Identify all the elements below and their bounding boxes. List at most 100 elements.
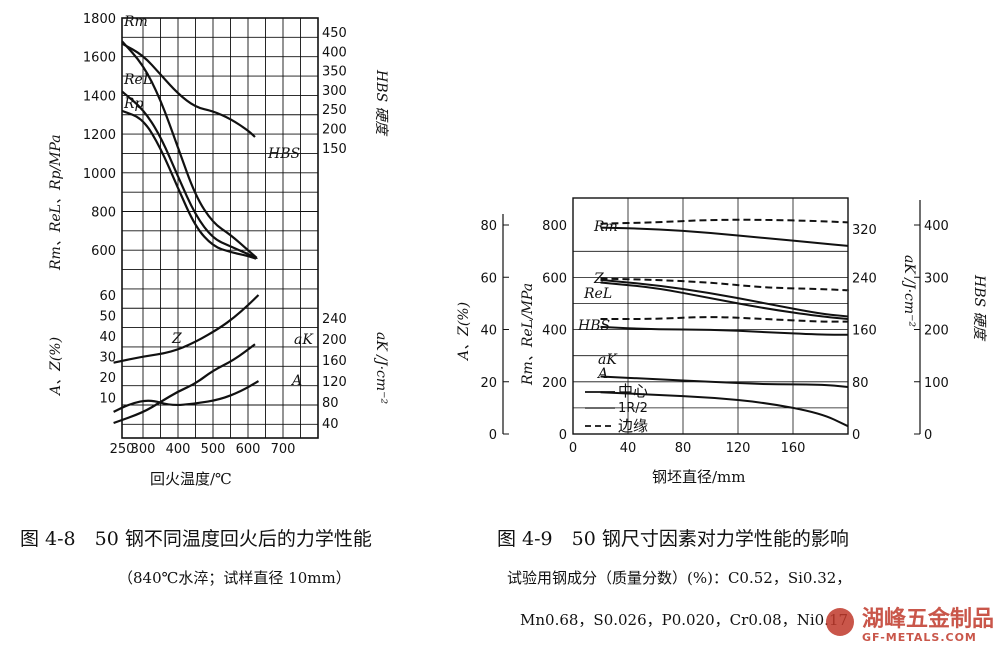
fig8-tick-x: 400: [166, 442, 191, 457]
fig8-tick-ak: 80: [322, 396, 339, 411]
fig8-label-a: A: [290, 373, 302, 389]
fig8-tick-pct: 60: [99, 289, 116, 304]
fig8-tick-mpa: 1600: [83, 51, 116, 66]
fig8-tick-hbs: 400: [322, 45, 347, 60]
fig8-tick-pct: 30: [99, 351, 116, 366]
fig8-frame: [121, 17, 319, 439]
fig9-label-z: Z: [593, 271, 604, 287]
fig9-tick-hbs: 400: [924, 219, 949, 234]
fig8-tick-ak: 200: [322, 333, 347, 348]
legend-edge: 边缘: [618, 417, 648, 435]
fig9-series-a-center: [600, 391, 849, 428]
fig8-tick-mpa: 600: [91, 244, 116, 259]
fig9-label-rm: Rm: [593, 219, 618, 235]
fig9-tick-mpa: 800: [542, 219, 567, 234]
fig9-tick-pct: 0: [489, 428, 497, 443]
fig8-tick-mpa: 1200: [83, 128, 116, 143]
fig9-axis-label-hbs: HBS 硬度: [971, 274, 987, 342]
fig8-label-z: Z: [171, 331, 182, 347]
fig9-tick-mpa: 0: [559, 428, 567, 443]
fig8-left-lower-ticks: 60 50 40 30 20 10: [99, 289, 116, 407]
fig8-tick-pct: 10: [99, 392, 116, 407]
fig9-series-rel-edge: [600, 277, 849, 292]
fig8-tick-ak: 240: [322, 312, 347, 327]
fig8-series-ak: [113, 343, 256, 425]
fig8-tick-mpa: 800: [91, 206, 116, 221]
fig8-right-upper-axis-label: HBS 硬度: [373, 69, 389, 137]
fig8-x-axis-label: 回火温度/℃: [150, 470, 232, 488]
fig8-series-rm: [121, 40, 258, 259]
fig9-tick-ak: 160: [852, 324, 877, 339]
fig9-tick-ak: 240: [852, 271, 877, 286]
fig8-right-upper-ticks: 450 400 350 300 250 200 150: [322, 26, 347, 157]
fig8-left-upper-axis-label: Rm、ReL、Rp/MPa: [48, 134, 64, 271]
fig9-tick-ak: 320: [852, 223, 877, 238]
fig8-grid: [121, 17, 319, 439]
fig8-left-lower-axis-label: A、Z(%): [48, 337, 64, 397]
fig8-tick-ak: 120: [322, 375, 347, 390]
fig9-caption-title: 图 4-9 50 钢尺寸因素对力学性能的影响: [497, 528, 849, 550]
legend-half: 1R/2: [618, 401, 648, 416]
watermark-url: GF-METALS.COM: [862, 631, 977, 644]
fig8-tick-x: 250: [110, 442, 135, 457]
fig8-series-rp: [121, 109, 258, 260]
fig9-label-rel: ReL: [583, 286, 612, 302]
fig9-caption-sub1: 试验用钢成分（质量分数）(%)：C0.52，Si0.32，: [507, 569, 851, 587]
fig9-tick-hbs: 200: [924, 324, 949, 339]
fig8-right-lower-axis-label: aK /J·cm⁻²: [373, 332, 389, 405]
fig9-curves: [600, 218, 849, 428]
fig8-tick-x: 700: [271, 442, 296, 457]
fig9-tick-x: 80: [675, 441, 692, 456]
fig8-tick-hbs: 350: [322, 65, 347, 80]
fig8-label-hbs: HBS: [267, 146, 300, 162]
fig9-tick-mpa: 600: [542, 271, 567, 286]
watermark-logo-icon: [826, 608, 854, 636]
chart-fig-4-9: 8060402008006004002000320240160800400300…: [456, 197, 987, 486]
fig9-legend: 中心 1R/2 边缘: [585, 382, 648, 435]
fig8-tick-hbs: 450: [322, 26, 347, 41]
fig8-series-a: [113, 380, 260, 413]
fig9-tick-pct: 60: [480, 271, 497, 286]
fig9-series-hbs-edge: [600, 316, 848, 323]
fig9-tick-x: 160: [781, 441, 806, 456]
fig8-tick-pct: 40: [99, 330, 116, 345]
fig8-tick-pct: 50: [99, 310, 116, 325]
fig9-tick-ak: 80: [852, 376, 869, 391]
fig8-series-z: [113, 294, 260, 364]
fig8-label-ak: aK: [294, 332, 314, 348]
fig8-tick-hbs: 250: [322, 103, 347, 118]
fig9-x-axis-label: 钢坯直径/mm: [652, 468, 746, 486]
fig9-series-rm-center: [600, 226, 849, 247]
fig9-axis-label-mpa: Rm、ReL/MPa: [520, 283, 536, 386]
fig9-label-ak: aK: [598, 352, 618, 368]
fig8-tick-pct: 20: [99, 371, 116, 386]
fig8-tick-ak: 40: [322, 417, 339, 432]
fig8-label-rp: Rp: [123, 96, 144, 112]
fig9-series-z-center: [600, 278, 849, 318]
fig8-right-lower-ticks: 240 200 160 120 80 40: [322, 312, 347, 432]
fig8-series-hbs: [121, 42, 256, 138]
fig8-tick-x: 600: [236, 442, 261, 457]
fig9-axis-label-az: A、Z(%): [456, 302, 472, 362]
fig8-tick-mpa: 1400: [83, 89, 116, 104]
fig8-caption-sub: （840℃水淬；试样直径 10mm）: [118, 569, 351, 587]
fig9-caption-sub2: Mn0.68，S0.026，P0.020，Cr0.08，Ni0.17: [520, 611, 848, 629]
fig8-tick-hbs: 150: [322, 142, 347, 157]
fig9-grid: [502, 197, 921, 435]
fig9-tick-mpa: 200: [542, 376, 567, 391]
fig9-label-a: A: [596, 366, 608, 382]
fig9-tick-x: 0: [569, 441, 577, 456]
fig9-tick-x: 120: [726, 441, 751, 456]
fig9-series-rel-center: [600, 281, 849, 321]
fig9-tick-hbs: 0: [924, 428, 932, 443]
fig9-ticks: 8060402008006004002000320240160800400300…: [480, 219, 948, 456]
fig9-axis-label-ak: aK /J·cm⁻²: [901, 255, 917, 328]
fig8-tick-hbs: 200: [322, 123, 347, 138]
fig9-tick-pct: 20: [480, 376, 497, 391]
fig9-series-hbs-center: [600, 325, 848, 336]
fig8-curves: [113, 40, 260, 425]
fig9-series-ak: [600, 375, 849, 388]
